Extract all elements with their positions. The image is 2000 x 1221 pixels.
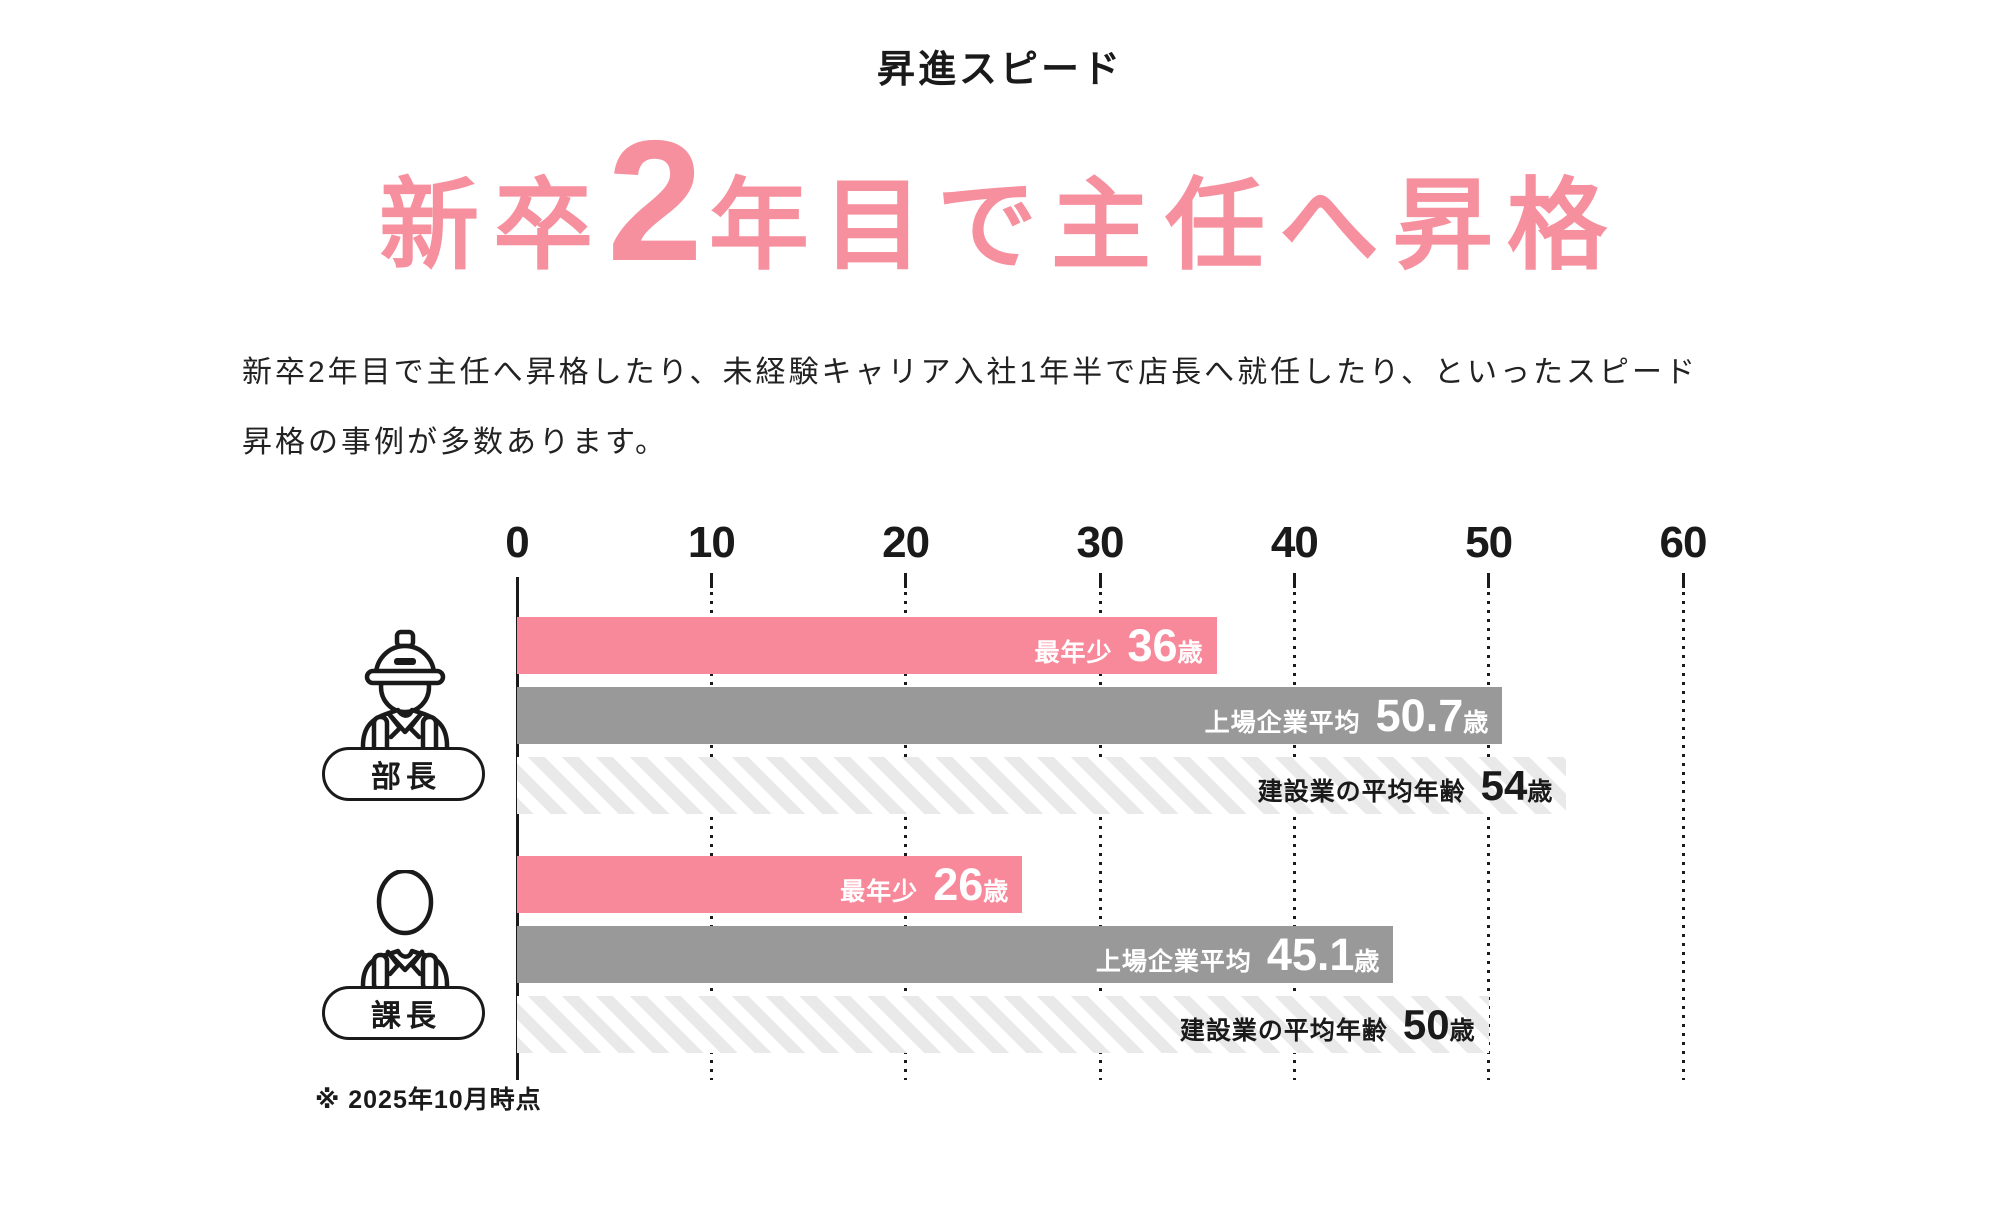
- bar-value-unit: 歳: [1449, 1017, 1475, 1045]
- y-axis-line: [515, 577, 519, 1080]
- x-axis-tick-label: 30: [1076, 518, 1125, 567]
- x-axis-tick-label: 40: [1270, 518, 1319, 567]
- heading-big-number: 2: [607, 105, 709, 297]
- bar-series-label: 上場企業平均: [1095, 948, 1252, 976]
- heading-suffix: 年目で主任へ昇格: [708, 170, 1621, 282]
- bar-value-unit: 歳: [1463, 709, 1489, 737]
- group-label: 課長: [371, 1000, 441, 1033]
- x-axis-gridline: [1487, 592, 1491, 1080]
- bar-value: 50: [1402, 1001, 1450, 1048]
- group-label-capsule: 部長: [322, 747, 485, 801]
- bar-series-label: 建設業の平均年齢: [1179, 1017, 1388, 1045]
- x-axis-tick-label: 10: [687, 518, 736, 567]
- bar-series-label: 最年少: [840, 878, 919, 906]
- description-line-2: 昇格の事例が多数あります。: [242, 426, 668, 459]
- x-axis-tick-label: 60: [1659, 518, 1708, 567]
- x-axis-tick-mark: [904, 573, 908, 588]
- x-axis-tick-label: 50: [1465, 518, 1513, 567]
- heading-prefix: 新卒: [379, 170, 608, 282]
- x-axis-tick-mark: [1292, 573, 1296, 588]
- bar-value: 50.7: [1375, 690, 1464, 741]
- x-axis-gridline: [709, 592, 713, 1080]
- x-axis-tick-mark: [709, 573, 713, 588]
- bar-construction-industry-average: 建設業の平均年齢 54歳: [517, 757, 1567, 814]
- description: 新卒2年目で主任へ昇格したり、未経験キャリア入社1年半で店長へ就任したり、といっ…: [242, 338, 1822, 478]
- bar-series-label: 上場企業平均: [1204, 709, 1361, 737]
- bar-value: 45.1: [1266, 929, 1355, 980]
- bar-youngest: 最年少 26歳: [517, 856, 1023, 913]
- bar-value-unit: 歳: [1177, 639, 1203, 667]
- bar-value-unit: 歳: [1354, 948, 1380, 976]
- bar-series-label: 建設業の平均年齢: [1257, 778, 1466, 806]
- construction-worker-icon: [360, 629, 450, 753]
- group-label-capsule: 課長: [322, 986, 485, 1040]
- x-axis-gridline: [1098, 592, 1102, 1080]
- bar-series-label: 最年少: [1034, 639, 1113, 667]
- bar-value: 54: [1480, 762, 1528, 809]
- main-heading: 新卒2年目で主任へ昇格: [0, 112, 2000, 315]
- business-person-icon: [360, 870, 450, 990]
- bar-value: 26: [933, 859, 984, 910]
- bar-youngest: 最年少 36歳: [517, 617, 1217, 674]
- x-axis-tick-label: 0: [505, 518, 529, 567]
- bar-value-unit: 歳: [1527, 778, 1553, 806]
- bar-listed-company-average: 上場企業平均 50.7歳: [517, 687, 1503, 744]
- page-title: 昇進スピード: [876, 49, 1123, 91]
- x-axis-tick-label: 20: [882, 518, 930, 567]
- x-axis-gridline: [1292, 592, 1296, 1080]
- bar-value: 36: [1127, 620, 1178, 671]
- x-axis-gridline: [904, 592, 908, 1080]
- x-axis-tick-mark: [1098, 573, 1102, 588]
- bar-listed-company-average: 上場企業平均 45.1歳: [517, 926, 1394, 983]
- x-axis-tick-mark: [1681, 573, 1685, 588]
- bar-construction-industry-average: 建設業の平均年齢 50歳: [517, 996, 1489, 1053]
- footnote: ※ 2025年10月時点: [315, 1086, 542, 1114]
- x-axis-tick-mark: [1487, 573, 1491, 588]
- group-label: 部長: [371, 761, 441, 794]
- description-line-1: 新卒2年目で主任へ昇格したり、未経験キャリア入社1年半で店長へ就任したり、といっ…: [242, 356, 1698, 389]
- bar-value-unit: 歳: [983, 878, 1009, 906]
- x-axis-gridline: [1681, 592, 1685, 1080]
